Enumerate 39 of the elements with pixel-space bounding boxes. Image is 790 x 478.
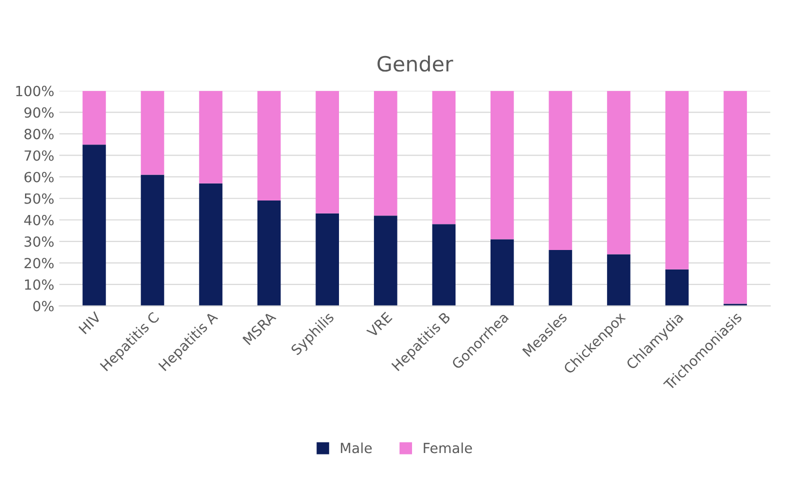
bar bbox=[316, 90, 339, 214]
bar bbox=[432, 224, 456, 306]
bar bbox=[724, 90, 747, 304]
bar bbox=[432, 90, 456, 224]
bar bbox=[257, 90, 281, 201]
y-tick-label: 0% bbox=[33, 300, 54, 312]
legend-label: Female bbox=[424, 442, 472, 454]
y-tick-label: 70% bbox=[24, 150, 54, 161]
x-tick-label: VRE bbox=[366, 312, 392, 338]
bar bbox=[374, 90, 398, 216]
bar bbox=[548, 250, 572, 306]
y-tick-label: 10% bbox=[25, 279, 54, 290]
bar bbox=[490, 239, 514, 306]
y-tick-label: 30% bbox=[24, 236, 54, 247]
bar bbox=[665, 90, 689, 270]
y-tick-label: 60% bbox=[24, 172, 54, 182]
bar bbox=[607, 254, 630, 306]
legend-label: Male bbox=[340, 442, 372, 454]
bar bbox=[257, 200, 281, 306]
bar bbox=[82, 90, 106, 145]
bar bbox=[665, 269, 689, 306]
bar bbox=[374, 216, 398, 306]
bar bbox=[316, 213, 339, 306]
bar bbox=[548, 90, 572, 250]
bar bbox=[490, 90, 514, 240]
bar bbox=[82, 144, 106, 306]
y-tick-label: 100% bbox=[16, 86, 54, 96]
y-tick-label: 20% bbox=[24, 258, 54, 268]
bar bbox=[199, 90, 222, 184]
bar bbox=[140, 174, 164, 306]
chart-title: Gender bbox=[378, 56, 454, 72]
y-tick-label: 80% bbox=[24, 128, 54, 140]
x-tick-label: HIV bbox=[78, 311, 102, 334]
y-tick-label: 50% bbox=[24, 193, 54, 204]
bar bbox=[199, 183, 222, 306]
bar bbox=[140, 90, 164, 175]
y-tick-label: 90% bbox=[24, 107, 54, 118]
bar bbox=[607, 90, 630, 254]
y-tick-label: 40% bbox=[24, 214, 54, 226]
